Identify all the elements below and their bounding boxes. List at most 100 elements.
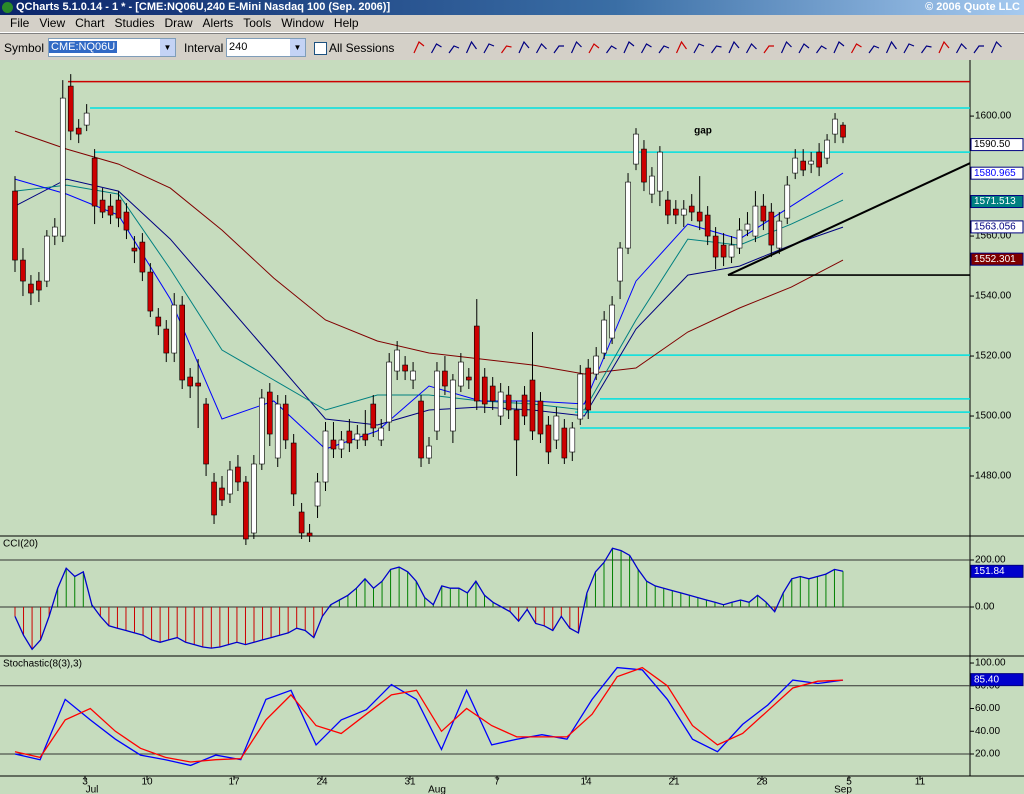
candle-body (529, 379, 536, 432)
y-tick-label: 1480.00 (975, 471, 1012, 482)
toolbar-button[interactable] (501, 45, 512, 54)
candle-body (410, 370, 416, 381)
toolbar-button[interactable] (990, 40, 1002, 54)
x-tick-label: 3 (82, 777, 88, 788)
toolbar-button[interactable] (728, 40, 740, 54)
candle-body (274, 403, 281, 459)
chart: 1480.00 1500.00 1520.00 1540.00 1560.00 1580.… (0, 60, 1024, 794)
toolbar-button[interactable] (885, 40, 897, 54)
candle-body (290, 442, 297, 495)
candle-body (824, 139, 830, 159)
candle-body (497, 391, 504, 417)
candle-body (561, 427, 568, 459)
candle-body (83, 112, 90, 126)
candle-body (585, 367, 592, 411)
tool-glyph (640, 43, 652, 54)
menu-item[interactable]: Studies (114, 16, 155, 30)
candle-body (107, 205, 114, 216)
candle-body (314, 481, 321, 507)
candle-body (426, 445, 432, 459)
candle-body (91, 157, 98, 207)
toolbar-button[interactable] (430, 43, 442, 54)
toolbar-button[interactable] (868, 45, 880, 54)
toolbar-button[interactable] (780, 40, 792, 54)
toolbar-button[interactable] (675, 40, 687, 54)
toolbar-button[interactable] (921, 45, 932, 54)
toolbar-button[interactable] (623, 41, 635, 54)
menu-item[interactable]: File (10, 16, 30, 30)
toolbar-button[interactable] (745, 43, 757, 54)
candle-body (36, 280, 42, 291)
tool-glyph (973, 45, 984, 54)
toolbar-button[interactable] (483, 43, 495, 54)
candle-body (569, 427, 576, 453)
panel-title: Stochastic(8(3),3) (3, 659, 82, 670)
interval-combo[interactable]: 240 ▼ (226, 38, 306, 57)
symbol-value: CME:NQ06U (49, 41, 118, 53)
menu-item[interactable]: Chart (75, 16, 105, 30)
candle-body (521, 394, 528, 417)
toolbar-button[interactable] (465, 40, 477, 54)
toolbar-button[interactable] (606, 45, 617, 54)
menu-item[interactable]: Help (333, 16, 359, 30)
candle-body (163, 328, 170, 354)
candle-body (59, 97, 66, 237)
menu-item[interactable]: Draw (164, 16, 193, 30)
candle-body (346, 430, 353, 444)
toolbar-button[interactable] (816, 45, 827, 54)
menu-item[interactable]: Tools (243, 16, 272, 30)
toolbar-button[interactable] (798, 43, 810, 54)
toolbar-button[interactable] (711, 45, 722, 54)
toolbar-button[interactable] (570, 40, 582, 54)
tool-glyph (711, 45, 722, 54)
candle-body (665, 199, 671, 216)
dropdown-arrow[interactable]: ▼ (290, 39, 305, 56)
toolbar-button[interactable] (973, 45, 984, 54)
x-tick-label: 11 (915, 777, 926, 788)
toolbar-button[interactable] (535, 43, 547, 54)
tool-glyph (693, 43, 705, 54)
toolbar-button[interactable] (763, 45, 774, 54)
toolbar-button[interactable] (903, 43, 915, 54)
candle-body (609, 304, 615, 339)
y-tick-label: 20.00 (975, 749, 1000, 760)
x-tick-label: 21 (668, 777, 680, 788)
tool-buttons (413, 40, 1002, 54)
toolbar-button[interactable] (640, 43, 652, 54)
candle-body (187, 376, 193, 387)
candle-body (259, 397, 265, 465)
toolbar-button[interactable] (553, 45, 564, 54)
symbol-combo[interactable]: CME:NQ06U ▼ (48, 38, 176, 57)
toolbar-button[interactable] (693, 43, 705, 54)
candle-body (418, 400, 424, 459)
toolbar-button[interactable] (658, 45, 670, 54)
toolbar-button[interactable] (833, 41, 845, 54)
candle-body (99, 199, 106, 213)
candle-body (458, 361, 464, 387)
candle-body (577, 373, 584, 420)
toolbar-button[interactable] (448, 45, 460, 54)
menu-item[interactable]: Window (281, 16, 324, 30)
candle-body (776, 220, 783, 249)
stochastic-line (14, 666, 844, 763)
tool-glyph (921, 45, 932, 54)
toolbar-button[interactable] (588, 43, 600, 54)
dropdown-arrow[interactable]: ▼ (160, 39, 175, 56)
toolbar-button[interactable] (413, 41, 425, 54)
toolbar-button[interactable] (850, 43, 862, 54)
candle-body (784, 184, 791, 219)
toolbar-button[interactable] (955, 43, 967, 54)
toolbar-button[interactable] (518, 40, 530, 54)
menu-item[interactable]: View (39, 16, 66, 30)
panel-title: CCI(20) (3, 539, 38, 550)
toolbar-button[interactable] (938, 40, 950, 54)
candle-body (266, 391, 273, 435)
x-tick-label: 31 (404, 777, 416, 788)
value-box (970, 252, 1024, 266)
candle-body (139, 241, 146, 273)
menu-item[interactable]: Alerts (202, 16, 234, 30)
menu-bar: File View Chart Studies Draw Alerts Tools Windo… (0, 15, 1024, 33)
value-box-label: 1552.301 (974, 254, 1016, 265)
all-sessions-checkbox[interactable] (314, 42, 327, 55)
tool-glyph (501, 45, 512, 54)
